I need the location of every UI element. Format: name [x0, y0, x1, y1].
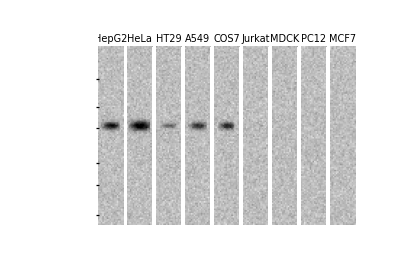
Text: Jurkat: Jurkat [241, 34, 270, 44]
Text: A549: A549 [185, 34, 210, 44]
Bar [297, 47, 300, 225]
Text: PC12: PC12 [301, 34, 326, 44]
Text: 158: 158 [76, 74, 94, 84]
Text: MCF7: MCF7 [329, 34, 356, 44]
Bar [124, 47, 127, 225]
Bar [50, 17, 98, 225]
Bar [326, 47, 330, 225]
Bar [358, 17, 360, 225]
Bar [210, 47, 214, 225]
Text: 79: 79 [82, 123, 94, 133]
Text: HT29: HT29 [156, 34, 182, 44]
Text: 23: 23 [82, 210, 94, 220]
Text: HeLa: HeLa [127, 34, 152, 44]
Text: MDCK: MDCK [270, 34, 299, 44]
Text: COS7: COS7 [213, 34, 240, 44]
Bar [239, 47, 243, 225]
Text: 48: 48 [82, 158, 94, 168]
Bar [152, 47, 156, 225]
Text: 35: 35 [82, 180, 94, 190]
Text: HepG2: HepG2 [94, 34, 128, 44]
Text: 106: 106 [76, 102, 94, 112]
Bar [268, 47, 272, 225]
Bar [181, 47, 185, 225]
